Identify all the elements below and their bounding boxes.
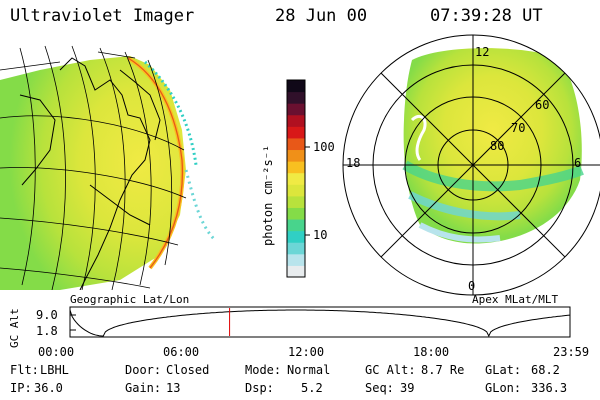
lat-lon-grid — [0, 45, 187, 290]
colorbar-cell — [287, 103, 305, 116]
geographic-caption: Geographic Lat/Lon — [70, 293, 190, 306]
door-key: Door: — [125, 363, 162, 377]
dsp-value: 5.2 — [301, 381, 323, 395]
colorbar-cell — [287, 219, 305, 232]
timeline-ytick-high: 9.0 — [36, 308, 58, 322]
mlat-label-80: 80 — [490, 139, 505, 153]
colorbar-cell — [287, 149, 305, 162]
coastline-west — [19, 94, 56, 186]
glat-key: GLat: — [485, 363, 522, 377]
flt-value: LBHL — [40, 363, 69, 377]
colorbar-cell — [287, 114, 305, 127]
flt-key: Flt: — [10, 363, 39, 377]
timeline-xtick-1200: 12:00 — [288, 345, 325, 359]
timeline-y-label: GC Alt — [8, 308, 21, 348]
glon-key: GLon: — [485, 381, 522, 395]
equatorward-band — [408, 191, 521, 221]
ip-key: IP: — [10, 381, 32, 395]
mlt-label-12: 12 — [475, 45, 490, 59]
limb-haze — [143, 60, 198, 166]
colorbar-cell — [287, 207, 305, 220]
mlt-label-0: 0 — [468, 279, 476, 293]
coastline-greenland — [119, 69, 161, 141]
mode-key: Mode: — [245, 363, 282, 377]
limb-haze-south — [184, 169, 217, 242]
dayside-emission — [0, 56, 186, 290]
limb-peak — [127, 57, 184, 269]
geographic-image — [0, 45, 217, 290]
colorbar-cell — [287, 161, 305, 174]
gcalt-key: GC Alt: — [365, 363, 416, 377]
diffuse-edge — [418, 222, 501, 243]
colorbar-cell — [287, 91, 305, 104]
colorbar-tick-10: 10 — [313, 228, 328, 242]
colorbar-cell — [287, 265, 305, 278]
gain-key: Gain: — [125, 381, 162, 395]
timeline-ytick-low: 1.8 — [36, 324, 58, 338]
gain-value: 13 — [166, 381, 181, 395]
date-label: 28 Jun 00 — [275, 6, 368, 26]
timeline-xtick-1800: 18:00 — [413, 345, 450, 359]
colorbar-cell — [287, 253, 305, 266]
timeline-xtick-2359: 23:59 — [553, 345, 590, 359]
mlt-label-6: 6 — [574, 156, 582, 170]
colorbar-cell — [287, 126, 305, 139]
colorbar-unit-label: photon cm⁻²s⁻¹ — [261, 144, 275, 246]
time-label: 07:39:28 UT — [430, 6, 543, 26]
gcalt-value: 8.7 Re — [421, 363, 465, 377]
dayside-gap — [410, 114, 427, 161]
mlat-label-70: 70 — [511, 121, 526, 135]
colorbar-cell — [287, 195, 305, 208]
dsp-key: Dsp: — [245, 381, 274, 395]
colorbar-cell — [287, 172, 305, 185]
colorbar — [286, 79, 310, 278]
colorbar-cell — [287, 242, 305, 255]
coastline-gulf — [89, 184, 151, 226]
door-value: Closed — [166, 363, 210, 377]
mlat-label-60: 60 — [535, 98, 550, 112]
seq-value: 39 — [400, 381, 415, 395]
night-side-band — [402, 160, 584, 192]
ip-value: 36.0 — [34, 381, 63, 395]
orbit-altitude-curve — [69, 309, 571, 338]
glon-value: 336.3 — [531, 381, 568, 395]
colorbar-cell — [287, 80, 305, 93]
colorbar-cell — [287, 137, 305, 151]
instrument-title: Ultraviolet Imager — [10, 6, 195, 26]
timeline-plot — [69, 306, 571, 338]
timeline-xtick-0000: 00:00 — [38, 345, 75, 359]
coastline-americas — [59, 57, 151, 290]
timeline-xtick-0600: 06:00 — [163, 345, 200, 359]
seq-key: Seq: — [365, 381, 394, 395]
mode-value: Normal — [287, 363, 331, 377]
colorbar-cell — [287, 184, 305, 197]
mlt-label-18: 18 — [346, 156, 361, 170]
colorbar-tick-100: 100 — [313, 140, 335, 154]
polar-grid — [342, 34, 600, 296]
colorbar-cell — [287, 230, 305, 243]
apex-caption: Apex MLat/MLT — [472, 293, 559, 306]
glat-value: 68.2 — [531, 363, 560, 377]
